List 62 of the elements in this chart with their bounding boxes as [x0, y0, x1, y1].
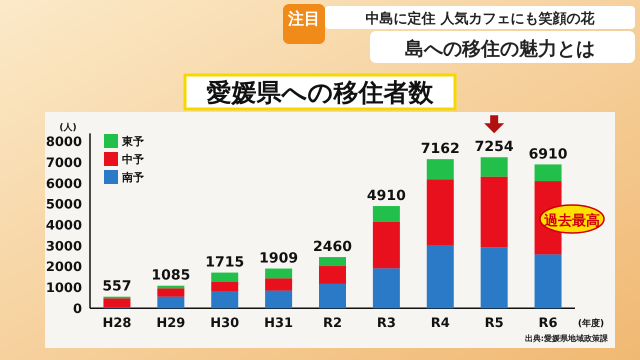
- bar: [426, 159, 454, 180]
- y-axis-title: (人): [59, 122, 77, 133]
- bar: [211, 292, 238, 308]
- y-tick-label: 8000: [46, 135, 82, 150]
- y-tick-label: 5000: [46, 198, 82, 213]
- bar: [103, 298, 130, 308]
- y-tick-label: 2000: [46, 260, 82, 276]
- bar: [480, 247, 508, 308]
- total-label: 1715: [205, 254, 244, 271]
- x-tick-label: H31: [264, 316, 294, 331]
- y-tick-label: 7000: [46, 156, 82, 172]
- x-tick-label: H30: [210, 316, 240, 331]
- y-tick-label: 1000: [46, 280, 82, 296]
- bar: [265, 268, 292, 278]
- total-label: 7162: [420, 141, 460, 158]
- y-tick-label: 4000: [46, 218, 82, 234]
- source-note: 出典:愛媛県地域政策課: [524, 334, 609, 343]
- bar: [372, 268, 400, 308]
- chart-title: 愛媛県への移住者数: [206, 78, 434, 107]
- bar: [157, 296, 184, 308]
- text: 島への移住の魅力とは: [405, 38, 595, 60]
- bar: [319, 284, 346, 308]
- bar: [480, 176, 508, 248]
- total-label: 6910: [528, 146, 568, 162]
- bar: [319, 266, 346, 284]
- total-label: 4910: [366, 188, 406, 204]
- bar: [372, 206, 400, 222]
- bar: [211, 282, 238, 292]
- bar: [157, 286, 184, 288]
- x-tick-label: R2: [322, 316, 342, 331]
- annotation: 過去最高: [543, 212, 600, 229]
- total-label: 2460: [313, 239, 352, 256]
- text: 注目: [287, 9, 320, 28]
- bar: [157, 288, 184, 297]
- legend-label: 南予: [121, 171, 144, 184]
- x-tick-label: H28: [102, 316, 132, 331]
- y-tick-label: 0: [72, 302, 82, 317]
- bar: [426, 244, 454, 308]
- y-tick-label: 6000: [46, 176, 82, 192]
- x-tick-label: R4: [430, 316, 450, 331]
- bar: [211, 272, 238, 282]
- total-label: 7254: [474, 139, 514, 156]
- bar: [265, 278, 292, 291]
- total-label: 1085: [151, 268, 190, 284]
- x-axis-title: (年度): [578, 318, 604, 329]
- bar: [534, 164, 562, 182]
- bar: [480, 157, 508, 177]
- x-tick-label: R3: [376, 316, 396, 331]
- bar: [265, 290, 292, 308]
- bar: [426, 179, 454, 245]
- text: 中島に定住 人気カフェにも笑顔の花: [366, 10, 596, 27]
- x-tick-label: H29: [156, 316, 186, 331]
- bar: [319, 257, 346, 266]
- bar: [372, 222, 400, 268]
- legend-label: 中予: [122, 153, 144, 166]
- y-tick-label: 3000: [46, 239, 82, 254]
- legend-label: 東予: [121, 135, 144, 148]
- x-tick-label: R5: [484, 316, 504, 331]
- total-label: 557: [102, 278, 132, 295]
- total-label: 1909: [259, 250, 298, 267]
- x-tick-label: R6: [538, 316, 558, 331]
- bar: [534, 254, 562, 308]
